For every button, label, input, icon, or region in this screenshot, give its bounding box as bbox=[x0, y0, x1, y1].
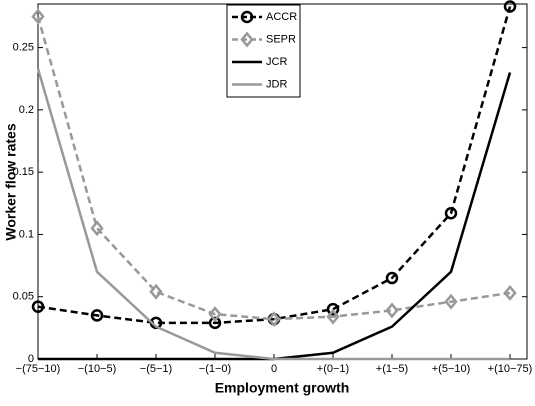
y-axis-label: Worker flow rates bbox=[3, 123, 19, 240]
series-line bbox=[37, 6, 512, 325]
series-line bbox=[36, 68, 510, 361]
marker bbox=[503, 0, 517, 13]
marker bbox=[149, 283, 163, 300]
x-tick-label: +(1−5) bbox=[376, 363, 408, 375]
y-tick-label: 0.2 bbox=[19, 104, 34, 116]
marker bbox=[326, 308, 340, 325]
y-tick-label: 0.15 bbox=[13, 166, 34, 178]
marker bbox=[326, 302, 340, 316]
x-tick-label: −(10−5) bbox=[78, 363, 117, 375]
marker bbox=[208, 306, 222, 323]
x-tick-label: +(0−1) bbox=[317, 363, 349, 375]
x-axis-label: Employment growth bbox=[215, 380, 350, 396]
marker bbox=[208, 316, 222, 330]
series-line bbox=[36, 16, 511, 321]
marker bbox=[90, 309, 104, 322]
x-tick-label: −(75−10) bbox=[16, 363, 61, 375]
marker bbox=[31, 300, 45, 313]
marker bbox=[385, 302, 399, 319]
marker bbox=[385, 271, 399, 285]
legend-label: ACCR bbox=[266, 11, 297, 23]
marker bbox=[90, 220, 104, 237]
y-tick-label: 0.05 bbox=[13, 291, 34, 303]
x-tick-label: −(1−0) bbox=[199, 363, 231, 375]
legend-label: JDR bbox=[266, 78, 287, 90]
x-tick-label: 0 bbox=[271, 363, 277, 375]
y-tick-label: 0.25 bbox=[13, 42, 34, 54]
marker bbox=[444, 207, 458, 220]
legend-label: JCR bbox=[266, 56, 287, 68]
marker bbox=[267, 311, 281, 328]
x-tick-label: +(5−10) bbox=[432, 363, 471, 375]
legend-label: SEPR bbox=[266, 33, 296, 45]
marker bbox=[240, 31, 254, 48]
x-tick-label: −(5−1) bbox=[140, 363, 172, 375]
marker bbox=[444, 293, 458, 310]
marker bbox=[240, 10, 254, 24]
legend-box bbox=[226, 4, 301, 98]
marker bbox=[503, 285, 517, 301]
x-tick-label: +(10−75) bbox=[488, 363, 533, 375]
y-tick-label: 0 bbox=[28, 353, 34, 365]
marker bbox=[31, 8, 45, 25]
y-tick-label: 0.1 bbox=[19, 228, 34, 240]
